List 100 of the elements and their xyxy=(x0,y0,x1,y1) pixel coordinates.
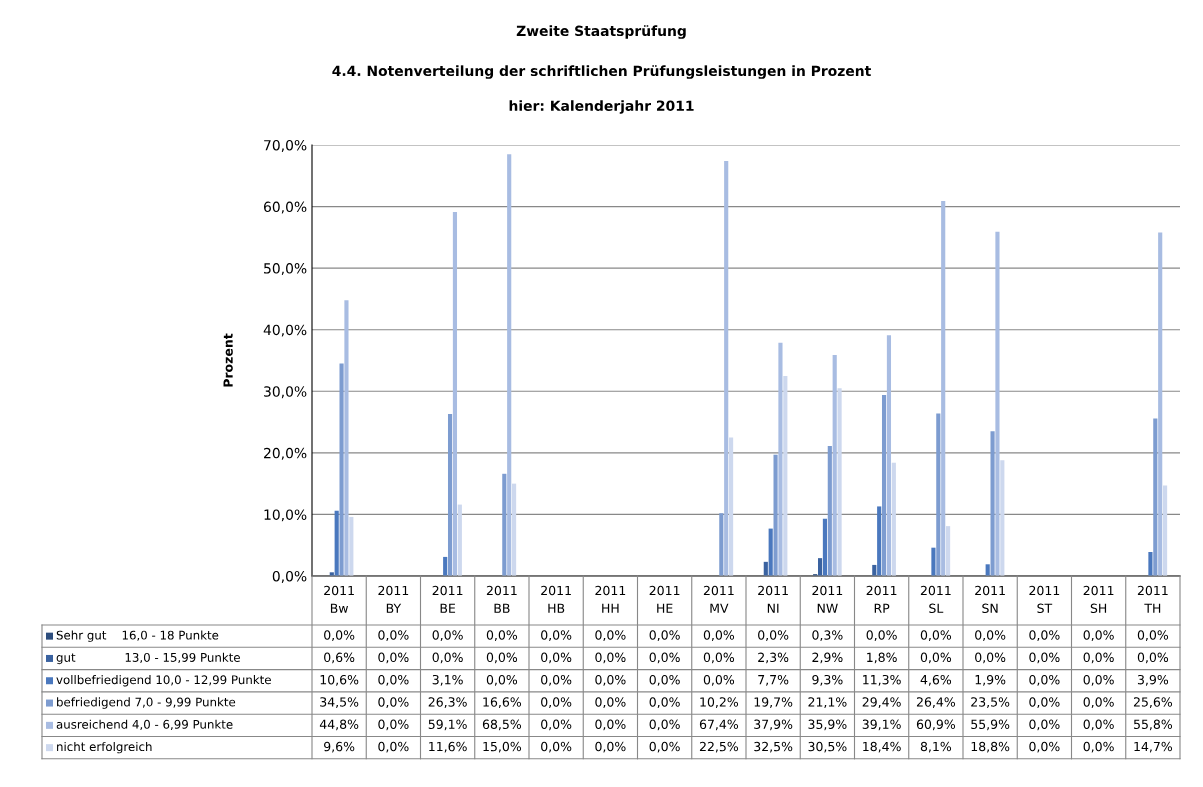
x-tick-label: 2011 HE xyxy=(649,585,680,613)
data-label: 32,5% xyxy=(754,741,793,753)
x-tick-label: 2011 TH xyxy=(1137,585,1168,613)
data-label: 18,4% xyxy=(863,741,901,753)
data-label: 0,0% xyxy=(432,630,463,642)
x-tick-label: 2011 SN xyxy=(975,585,1005,614)
data-label: 34,5% xyxy=(320,697,359,708)
data-label: 1,8% xyxy=(867,652,897,664)
y-tick-label: 0,0% xyxy=(272,570,307,583)
data-label: 9,6% xyxy=(324,741,355,753)
data-label: 10,6% xyxy=(320,674,359,686)
legend-label: ausreichend 4,0 - 6,99 Punkte xyxy=(56,719,233,730)
data-label: 0,0% xyxy=(486,674,518,686)
data-label: 9,3% xyxy=(812,674,843,686)
data-label: 0,0% xyxy=(541,741,572,753)
x-tick-label: 2011 ST xyxy=(1029,585,1060,614)
data-label: 19,7% xyxy=(754,697,793,708)
data-label: 0,0% xyxy=(649,741,680,753)
data-label: 0,0% xyxy=(1029,697,1060,708)
x-tick-label: 2011 BE xyxy=(432,585,463,613)
data-label: 0,0% xyxy=(649,697,680,708)
data-label: 26,4% xyxy=(916,697,956,708)
data-label: 0,0% xyxy=(1029,652,1060,664)
data-label: 0,0% xyxy=(1137,652,1169,664)
data-label: 0,0% xyxy=(541,719,572,731)
data-label: 0,0% xyxy=(378,630,409,642)
data-label: 0,0% xyxy=(595,630,626,642)
data-label: 0,0% xyxy=(920,630,952,642)
data-label: 0,0% xyxy=(703,652,735,664)
data-label: 0,0% xyxy=(866,630,897,642)
data-label: 0,0% xyxy=(595,674,626,686)
legend-label: gut 13,0 - 15,99 Punkte xyxy=(56,652,240,665)
data-label: 0,0% xyxy=(324,630,355,642)
y-tick-label: 40,0% xyxy=(263,324,307,337)
x-tick-label: 2011 NW xyxy=(812,585,843,613)
y-tick-label: 30,0% xyxy=(264,386,307,399)
data-label: 67,4% xyxy=(699,719,739,731)
y-tick-label: 50,0% xyxy=(264,263,307,276)
data-label: 0,0% xyxy=(541,674,572,686)
data-label: 0,0% xyxy=(432,652,463,664)
data-label: 0,0% xyxy=(595,719,626,731)
data-label: 0,0% xyxy=(541,697,572,708)
legend-label: befriedigend 7,0 - 9,99 Punkte xyxy=(57,697,236,709)
data-label: 22,5% xyxy=(699,741,739,753)
data-label: 44,8% xyxy=(319,719,359,731)
data-label: 0,0% xyxy=(595,741,626,753)
data-label: 0,0% xyxy=(378,652,409,664)
data-label: 21,1% xyxy=(808,697,847,708)
data-label: 15,0% xyxy=(483,741,522,753)
data-label: 60,9% xyxy=(916,719,956,731)
data-label: 35,9% xyxy=(808,719,847,731)
y-tick-label: 10,0% xyxy=(264,509,307,522)
data-label: 0,0% xyxy=(1083,674,1114,686)
data-label: 0,0% xyxy=(595,697,626,708)
data-label: 0,0% xyxy=(1029,741,1060,753)
legend-label: nicht erfolgreich xyxy=(57,741,152,754)
data-label: 16,6% xyxy=(483,697,522,708)
data-label: 39,1% xyxy=(862,719,901,731)
data-label: 0,0% xyxy=(1029,674,1060,686)
data-label: 0,0% xyxy=(1083,630,1114,642)
data-label: 0,0% xyxy=(1029,630,1060,642)
legend-label: vollbefriedigend 10,0 - 12,99 Punkte xyxy=(56,675,271,687)
data-label: 0,0% xyxy=(1083,741,1114,753)
data-label: 2,9% xyxy=(812,652,843,664)
legend-label: Sehr gut 16,0 - 18 Punkte xyxy=(56,630,219,642)
data-label: 26,3% xyxy=(428,697,467,708)
data-label: 7,7% xyxy=(758,674,789,686)
chart-subtitle: 4.4. Notenverteilung der schriftlichen Prüfungsleistungen in Prozent xyxy=(332,65,871,79)
data-label: 10,2% xyxy=(700,697,739,708)
x-tick-label: 2011 HB xyxy=(541,585,571,613)
data-label: 0,0% xyxy=(1083,719,1114,731)
data-label: 0,0% xyxy=(975,630,1006,642)
data-label: 11,6% xyxy=(429,741,467,753)
y-tick-label: 20,0% xyxy=(264,447,307,460)
y-tick-label: 70,0% xyxy=(264,139,307,152)
chart-title: Zweite Staatsprüfung xyxy=(516,25,686,39)
data-label: 0,3% xyxy=(812,630,843,642)
x-tick-label: 2011 SH xyxy=(1083,585,1114,614)
data-label: 0,0% xyxy=(1083,652,1114,664)
data-label: 0,0% xyxy=(378,719,409,731)
data-label: 0,0% xyxy=(649,652,680,664)
data-label: 0,0% xyxy=(703,630,735,642)
y-axis-title: Prozent xyxy=(223,333,233,387)
y-tick-label: 60,0% xyxy=(263,201,307,214)
data-label: 68,5% xyxy=(482,719,522,731)
data-label: 0,0% xyxy=(1137,630,1169,642)
data-label: 0,0% xyxy=(378,741,409,753)
data-label: 3,9% xyxy=(1137,674,1169,686)
data-label: 0,0% xyxy=(541,630,572,642)
data-label: 0,0% xyxy=(378,697,409,708)
data-label: 0,0% xyxy=(595,652,626,664)
text: hier: Kalenderjahr 2011 xyxy=(509,100,694,114)
x-tick-label: 2011 SL xyxy=(920,585,951,614)
data-label: 0,0% xyxy=(1083,697,1114,708)
data-label: 18,8% xyxy=(971,741,1010,753)
data-label: 11,3% xyxy=(863,674,901,686)
x-tick-label: 2011 RP xyxy=(866,585,897,613)
data-label: 37,9% xyxy=(754,719,793,731)
data-label: 8,1% xyxy=(920,741,952,753)
data-label: 2,3% xyxy=(758,652,789,664)
